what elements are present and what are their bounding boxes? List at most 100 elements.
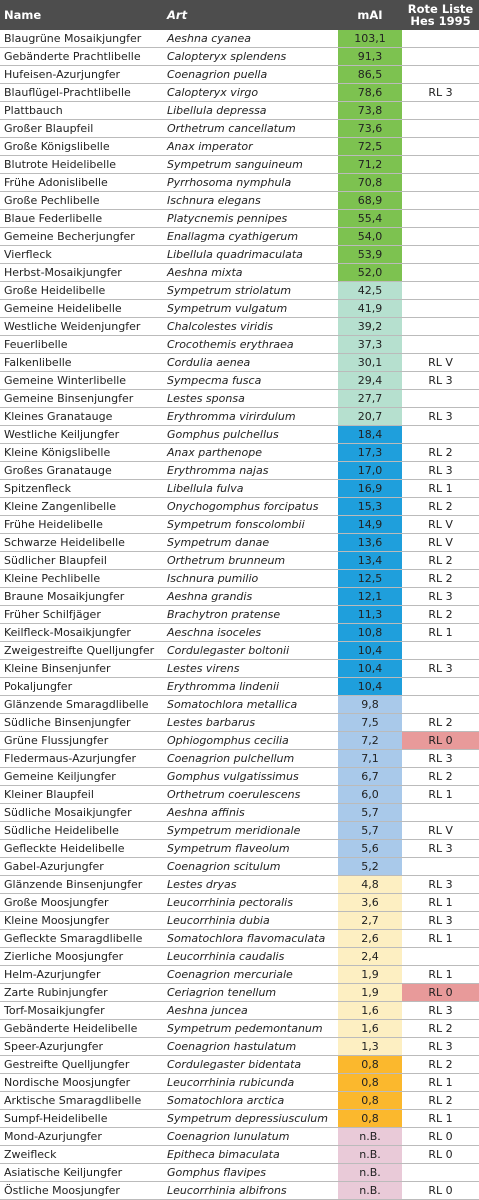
red-list-cell <box>402 101 479 120</box>
mai-cell: 1,3 <box>338 1037 402 1056</box>
table-row: Gabel-Azurjungfer Coenagrion scitulum 5,2 <box>0 857 479 876</box>
mai-cell: 0,8 <box>338 1073 402 1092</box>
table-row: Gefleckte Smaragdlibelle Somatochlora fla… <box>0 929 479 948</box>
red-list-cell <box>402 119 479 138</box>
red-list-cell: RL 3 <box>402 659 479 678</box>
name-cell: Gemeine Becherjungfer <box>0 227 163 246</box>
table-row: Blauflügel-Prachtlibelle Calopteryx virgo… <box>0 83 479 102</box>
name-cell: Keilfleck-Mosaikjungfer <box>0 623 163 642</box>
name-cell: Zierliche Moosjungfer <box>0 947 163 966</box>
species-cell: Sympetrum pedemontanum <box>163 1019 338 1038</box>
table-row: Helm-Azurjungfer Coenagrion mercuriale 1,9… <box>0 965 479 984</box>
mai-cell: 30,1 <box>338 353 402 372</box>
name-cell: Südlicher Blaupfeil <box>0 551 163 570</box>
name-cell: Großes Granatauge <box>0 461 163 480</box>
species-cell: Somatochlora arctica <box>163 1091 338 1110</box>
name-cell: Helm-Azurjungfer <box>0 965 163 984</box>
name-cell: Kleiner Blaupfeil <box>0 785 163 804</box>
red-list-cell: RL 3 <box>402 1001 479 1020</box>
name-cell: Feuerlibelle <box>0 335 163 354</box>
table-row: Zweigestreifte Quelljungfer Cordulegaster… <box>0 641 479 660</box>
mai-cell: 3,6 <box>338 893 402 912</box>
species-cell: Aeshna mixta <box>163 263 338 282</box>
species-cell: Aeshna cyanea <box>163 30 338 48</box>
name-cell: Kleine Moosjungfer <box>0 911 163 930</box>
red-list-cell <box>402 281 479 300</box>
mai-cell: 72,5 <box>338 137 402 156</box>
name-cell: Große Heidelibelle <box>0 281 163 300</box>
mai-cell: 14,9 <box>338 515 402 534</box>
species-cell: Leucorrhinia rubicunda <box>163 1073 338 1092</box>
name-cell: Speer-Azurjungfer <box>0 1037 163 1056</box>
red-list-cell: RL V <box>402 515 479 534</box>
species-cell: Leucorrhinia pectoralis <box>163 893 338 912</box>
red-list-cell <box>402 209 479 228</box>
mai-cell: 103,1 <box>338 30 402 48</box>
mai-cell: 78,6 <box>338 83 402 102</box>
name-cell: Pokaljungfer <box>0 677 163 696</box>
table-row: Asiatische Keiljungfer Gomphus flavipes n.… <box>0 1163 479 1182</box>
red-list-cell: RL 2 <box>402 767 479 786</box>
table-row: Schwarze Heidelibelle Sympetrum danae 13,6… <box>0 533 479 552</box>
species-cell: Coenagrion lunulatum <box>163 1127 338 1146</box>
table-row: Fledermaus-Azurjungfer Coenagrion pulchel… <box>0 749 479 768</box>
species-cell: Orthetrum cancellatum <box>163 119 338 138</box>
name-cell: Zweifleck <box>0 1145 163 1164</box>
red-list-cell <box>402 263 479 282</box>
name-cell: Gebänderte Prachtlibelle <box>0 47 163 66</box>
red-list-cell <box>402 677 479 696</box>
mai-cell: 15,3 <box>338 497 402 516</box>
header-cell: Name <box>0 0 163 30</box>
mai-cell: 4,8 <box>338 875 402 894</box>
table-row: Westliche Keiljungfer Gomphus pulchellus 1… <box>0 425 479 444</box>
table-row: Keilfleck-Mosaikjungfer Aeschna isoceles 1… <box>0 623 479 642</box>
species-cell: Platycnemis pennipes <box>163 209 338 228</box>
species-cell: Coenagrion mercuriale <box>163 965 338 984</box>
mai-cell: 5,2 <box>338 857 402 876</box>
name-cell: Kleine Binsenjunfer <box>0 659 163 678</box>
table-row: Frühe Heidelibelle Sympetrum fonscolombii… <box>0 515 479 534</box>
mai-cell: 7,2 <box>338 731 402 750</box>
table-row: Herbst-Mosaikjungfer Aeshna mixta 52,0 <box>0 263 479 282</box>
mai-cell: 16,9 <box>338 479 402 498</box>
red-list-cell: RL 0 <box>402 983 479 1002</box>
name-cell: Gabel-Azurjungfer <box>0 857 163 876</box>
species-cell: Enallagma cyathigerum <box>163 227 338 246</box>
table-row: Hufeisen-Azurjungfer Coenagrion puella 86,… <box>0 65 479 84</box>
species-cell: Aeshna affinis <box>163 803 338 822</box>
name-cell: Fledermaus-Azurjungfer <box>0 749 163 768</box>
species-cell: Gomphus flavipes <box>163 1163 338 1182</box>
red-list-cell: RL 1 <box>402 929 479 948</box>
name-cell: Große Moosjungfer <box>0 893 163 912</box>
species-cell: Leucorrhinia caudalis <box>163 947 338 966</box>
red-list-cell: RL 0 <box>402 1145 479 1164</box>
name-cell: Asiatische Keiljungfer <box>0 1163 163 1182</box>
table-row: Blaugrüne Mosaikjungfer Aeshna cyanea 103,… <box>0 30 479 48</box>
red-list-cell: RL 2 <box>402 1055 479 1074</box>
name-cell: Kleines Granatauge <box>0 407 163 426</box>
mai-cell: n.B. <box>338 1163 402 1182</box>
mai-cell: 17,0 <box>338 461 402 480</box>
table-row: Gebänderte Heidelibelle Sympetrum pedemon… <box>0 1019 479 1038</box>
red-list-cell: RL 3 <box>402 875 479 894</box>
name-cell: Frühe Heidelibelle <box>0 515 163 534</box>
mai-cell: 18,4 <box>338 425 402 444</box>
table-row: Südliche Mosaikjungfer Aeshna affinis 5,7 <box>0 803 479 822</box>
mai-cell: n.B. <box>338 1181 402 1200</box>
table-row: Gemeine Binsenjungfer Lestes sponsa 27,7 <box>0 389 479 408</box>
red-list-cell: RL 0 <box>402 731 479 750</box>
name-cell: Grüne Flussjungfer <box>0 731 163 750</box>
table-row: Gefleckte Heidelibelle Sympetrum flaveolu… <box>0 839 479 858</box>
name-cell: Südliche Binsenjungfer <box>0 713 163 732</box>
mai-cell: 9,8 <box>338 695 402 714</box>
species-cell: Leucorrhinia dubia <box>163 911 338 930</box>
table-row: Plattbauch Libellula depressa 73,8 <box>0 101 479 120</box>
name-cell: Vierfleck <box>0 245 163 264</box>
mai-cell: 0,8 <box>338 1091 402 1110</box>
mai-cell: 7,1 <box>338 749 402 768</box>
mai-cell: 10,8 <box>338 623 402 642</box>
name-cell: Östliche Moosjungfer <box>0 1181 163 1200</box>
mai-cell: 10,4 <box>338 641 402 660</box>
red-list-cell: RL 2 <box>402 1019 479 1038</box>
table-row: Kleine Binsenjunfer Lestes virens 10,4 RL 3 <box>0 659 479 678</box>
